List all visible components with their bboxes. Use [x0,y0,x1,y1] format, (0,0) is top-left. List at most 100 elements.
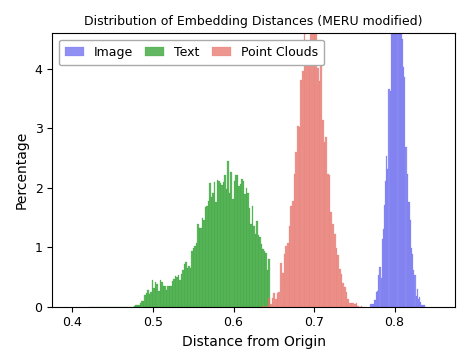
Bar [182,270,184,307]
Bar [152,280,154,307]
Bar [312,15,313,307]
Bar [398,2,399,307]
Bar [249,208,250,307]
Bar [255,234,256,307]
Bar [227,162,229,307]
Bar [236,175,238,307]
Bar [264,250,265,307]
Bar [209,183,211,307]
Bar [246,188,247,307]
Bar [287,243,289,307]
Bar [387,169,389,307]
Bar [251,206,253,307]
Bar [400,15,401,307]
Bar [268,259,270,307]
Bar [395,9,396,307]
Bar [185,262,187,307]
Bar [407,202,409,307]
Bar [267,270,268,307]
Bar [298,127,300,307]
Bar [325,137,327,307]
Bar [184,264,185,307]
Bar [134,306,135,307]
Bar [282,273,283,307]
Bar [389,90,390,307]
Bar [351,303,352,307]
Bar [174,276,176,307]
Bar [297,126,298,307]
Bar [415,296,417,307]
Bar [347,299,349,307]
Bar [154,288,155,307]
Bar [306,49,307,307]
Bar [193,248,194,307]
Bar [163,286,164,307]
Bar [377,291,378,307]
Bar [390,91,391,307]
Bar [215,202,217,307]
Bar [341,274,342,307]
Bar [322,120,324,307]
Bar [204,219,205,307]
Bar [205,207,206,307]
Bar [259,237,261,307]
Bar [161,282,163,307]
Bar [321,62,322,307]
Bar [409,202,410,307]
Bar [360,306,362,307]
Bar [191,251,193,307]
Bar [244,194,246,307]
Bar [225,175,226,307]
Bar [157,284,158,307]
Bar [410,219,411,307]
Bar [176,277,178,307]
Bar [385,181,386,307]
Bar [143,301,144,307]
Bar [211,197,212,307]
Bar [280,263,282,307]
Bar [238,186,240,307]
Bar [420,302,421,307]
Bar [391,9,392,307]
Bar [393,0,394,307]
Bar [158,291,159,307]
Bar [261,244,262,307]
Bar [169,286,170,307]
Bar [234,181,235,307]
Bar [309,42,310,307]
Bar [406,147,407,307]
Bar [268,298,270,307]
Bar [330,213,332,307]
Bar [146,293,148,307]
Bar [278,292,280,307]
Bar [172,281,173,307]
Bar [241,179,243,307]
Bar [190,268,191,307]
Bar [417,289,418,307]
Bar [421,305,423,307]
Bar [401,0,402,307]
Bar [411,248,412,307]
Bar [289,226,290,307]
Bar [138,305,140,307]
Bar [357,306,359,307]
Bar [295,152,297,307]
Bar [187,268,188,307]
Bar [221,185,223,307]
Bar [372,304,373,307]
Bar [149,294,150,307]
Bar [263,306,265,307]
Bar [313,8,315,307]
Bar [403,67,404,307]
Bar [419,297,420,307]
Bar [342,283,344,307]
Bar [374,300,375,307]
Bar [315,29,317,307]
Bar [402,39,403,307]
Bar [265,253,267,307]
Bar [327,174,329,307]
Bar [336,248,337,307]
Bar [317,68,319,307]
Bar [337,255,339,307]
Bar [214,182,215,307]
